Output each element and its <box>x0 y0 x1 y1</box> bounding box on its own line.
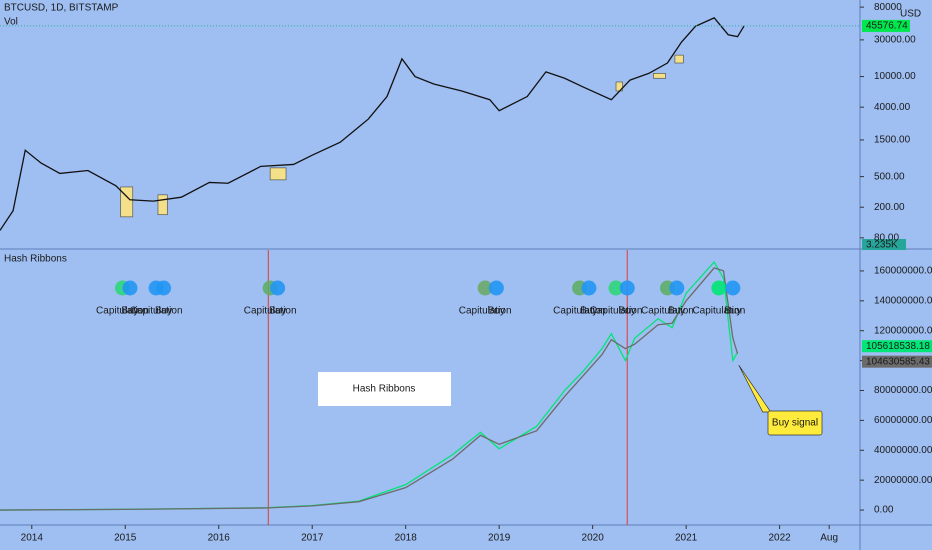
signal-box <box>653 73 666 79</box>
callout-arrow <box>738 364 772 413</box>
y-tick-label: 4000.00 <box>874 102 911 113</box>
symbol: BTCUSD, 1D, BITSTAMP <box>4 3 119 14</box>
last-price: 45576.74 <box>866 21 908 32</box>
callout-bg <box>767 410 823 436</box>
x-tick-label: 2018 <box>395 533 418 544</box>
x-tick-label: 2019 <box>488 533 511 544</box>
signal-dot <box>488 280 504 296</box>
y-tick-label: 80.00 <box>874 232 899 243</box>
big-label-bg <box>318 372 451 406</box>
volume-label: Vol <box>4 17 18 28</box>
last-value: 105618538.18 <box>866 341 930 352</box>
signal-dot <box>725 280 741 296</box>
signal-label: Capitulation <box>641 306 694 317</box>
signal-dot <box>270 280 286 296</box>
line <box>0 17 745 231</box>
signal-dot <box>477 280 493 296</box>
signal-label: Buy <box>580 306 597 317</box>
y-tick-label: 10000.00 <box>874 71 916 82</box>
signal-box <box>157 194 168 216</box>
currency: USD <box>900 9 921 20</box>
y-tick-label: 140000000.00 <box>874 295 932 306</box>
signal-dot <box>669 280 685 296</box>
x-tick-label: 2022 <box>768 533 791 544</box>
signal-label: Buy <box>155 306 172 317</box>
signal-label: Capitulation <box>244 306 297 317</box>
signal-label: Capitulation <box>96 306 149 317</box>
y-tick-label: 200.00 <box>874 202 905 213</box>
last-value-bg <box>862 340 932 353</box>
signal-dot <box>156 280 172 296</box>
signal-label: Buy <box>121 306 138 317</box>
signal-box <box>674 54 684 64</box>
signal-label: Buy <box>619 306 636 317</box>
last-price-bg <box>862 19 910 32</box>
signal-label: Buy <box>724 306 741 317</box>
signal-label: Buy <box>488 306 505 317</box>
y-tick-label: 120000000.00 <box>874 325 932 336</box>
y-tick-label: 160000000.00 <box>874 266 932 277</box>
signal-label: Capitulation <box>553 306 606 317</box>
signal-label: Capitulation <box>459 306 512 317</box>
pane-title: Hash Ribbons <box>4 254 67 265</box>
signal-dot <box>581 280 597 296</box>
signal-dot <box>608 280 624 296</box>
signal-box <box>120 186 134 218</box>
callout: Buy signal <box>772 418 818 429</box>
signal-label: Capitulation <box>130 306 183 317</box>
signal-label: Buy <box>269 306 286 317</box>
x-tick-label: 2015 <box>114 533 137 544</box>
y-tick-label: 1500.00 <box>874 135 911 146</box>
x-tick-label: 2021 <box>675 533 698 544</box>
line <box>0 267 739 511</box>
y-tick-label: 0.00 <box>874 505 894 516</box>
y-tick-label: 500.00 <box>874 171 905 182</box>
y-tick-label: 80000 <box>874 2 902 13</box>
big-label: Hash Ribbons <box>353 384 416 395</box>
x-tick-label: 2020 <box>582 533 605 544</box>
last-value-bg <box>862 355 932 368</box>
signal-box <box>269 167 287 181</box>
y-tick-label: 80000000.00 <box>874 385 932 396</box>
y-tick-label: 60000000.00 <box>874 415 932 426</box>
y-tick-label: 30000.00 <box>874 35 916 46</box>
x-tick-label: 2016 <box>208 533 231 544</box>
y-tick-label: 40000000.00 <box>874 445 932 456</box>
signal-label: Capitulation <box>590 306 643 317</box>
y-tick-label: 20000000.00 <box>874 475 932 486</box>
volume-last: 3.235K <box>866 240 898 251</box>
x-tick-label: Aug <box>820 533 838 544</box>
volume-last-bg <box>862 239 906 250</box>
signal-dot <box>619 280 635 296</box>
signal-label: Capitulation <box>692 306 745 317</box>
signal-dot <box>711 280 727 296</box>
signal-dot <box>122 280 138 296</box>
last-value: 104630585.43 <box>866 356 930 367</box>
x-tick-label: 2017 <box>301 533 324 544</box>
x-tick-label: 2014 <box>21 533 44 544</box>
signal-label: Buy <box>668 306 685 317</box>
